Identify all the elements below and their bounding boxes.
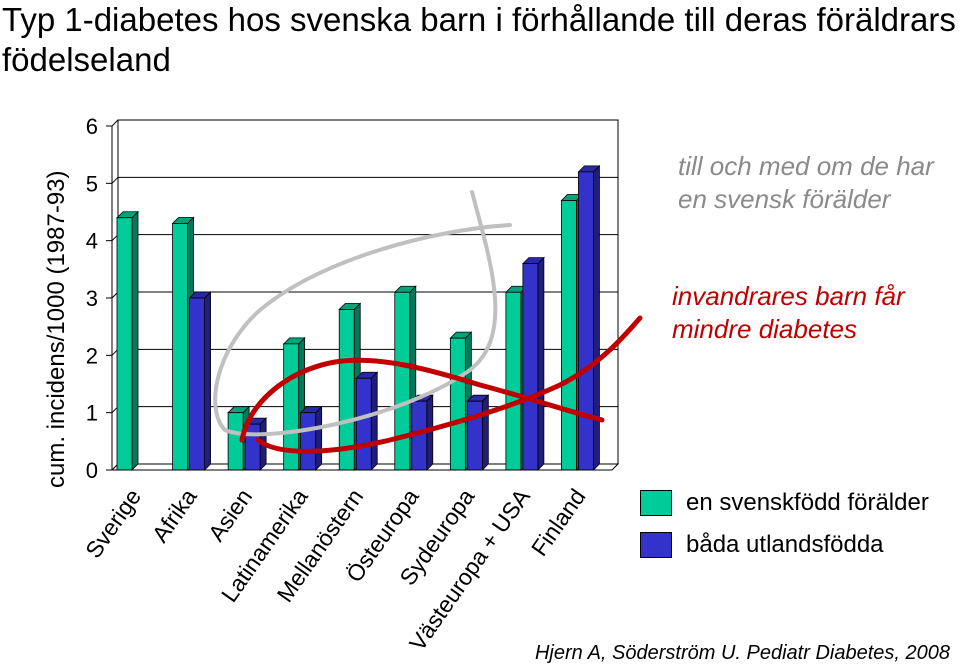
legend-label: båda utlandsfödda [686,531,884,558]
bar-blue [466,394,490,471]
y-tick-label: 1 [86,401,98,426]
y-tick-label: 3 [86,286,98,311]
y-tick-label: 5 [86,171,98,196]
chart-title: Typ 1-diabetes hos svenska barn i förhål… [2,1,956,78]
legend-swatch-blue [640,532,672,558]
bar-green [116,210,139,471]
grey-annotation: till och med om de har en svensk förälde… [678,151,934,214]
y-tick-label: 2 [86,343,98,368]
legend-label: en svenskfödd förälder [686,489,929,516]
x-tick-label: Asien [203,484,257,546]
bar-blue [410,394,434,471]
bar-blue [299,405,323,471]
red-curve-rising [255,315,643,454]
red-annotation: invandrares barn får mindre diabetes [672,281,905,344]
y-tick-label: 6 [86,114,98,139]
legend-swatch-green [640,490,672,516]
y-tick-label: 4 [86,229,98,254]
grid-line-side [111,176,119,184]
x-tick-label: Sverige [80,484,146,563]
source-citation: Hjern A, Söderström U. Pediatr Diabetes,… [534,642,950,664]
x-tick-label: Afrika [147,484,202,547]
grey-curve [213,190,512,437]
legend-item-swedish-parent: en svenskfödd förälder [640,488,929,518]
bar-blue [577,164,601,471]
legend: en svenskfödd förälder båda utlandsfödda [640,488,929,572]
bar-blue [188,291,212,471]
y-axis-label: cum. incidens/1000 (1987-93) [43,170,70,488]
red-curve-falling [239,357,605,443]
bar-blue [355,371,379,471]
y-tick-label: 0 [86,458,98,483]
grid-line-side [111,119,119,127]
bar-blue [521,256,545,471]
legend-item-both-foreign: båda utlandsfödda [640,530,929,560]
x-tick-label: Finland [526,484,591,561]
